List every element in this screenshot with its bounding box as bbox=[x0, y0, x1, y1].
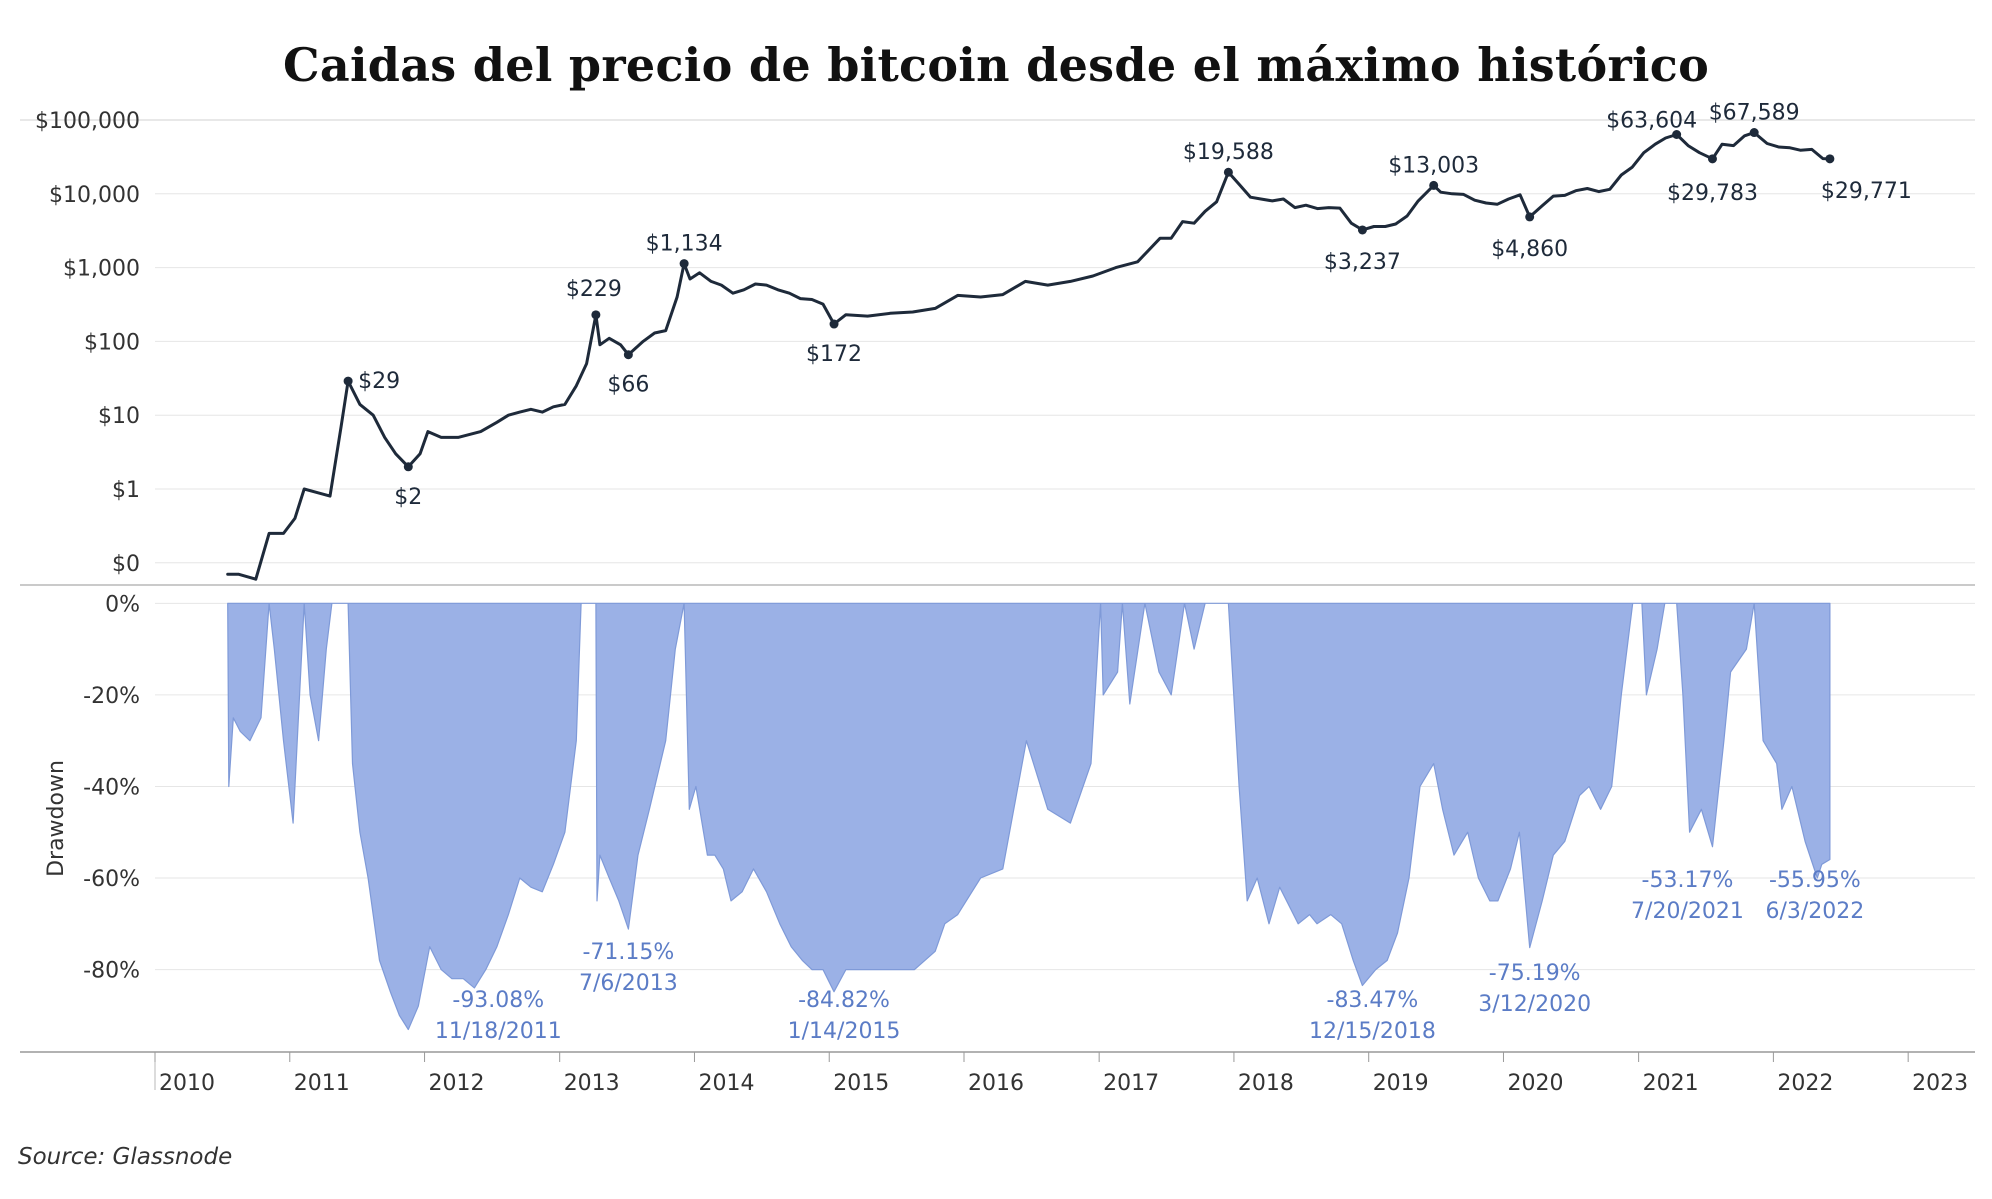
year-label: 2010 bbox=[159, 1071, 215, 1096]
price-annotation-marker bbox=[1672, 130, 1682, 140]
year-label: 2021 bbox=[1643, 1071, 1699, 1096]
drawdown-annotation-pct: -55.95% bbox=[1769, 868, 1861, 893]
price-annotation-label: $63,604 bbox=[1606, 109, 1697, 134]
price-annotation-label: $66 bbox=[607, 373, 649, 398]
price-annotation-marker bbox=[829, 319, 839, 329]
year-label: 2012 bbox=[429, 1071, 485, 1096]
drawdown-annotation-date: 3/12/2020 bbox=[1478, 992, 1591, 1017]
price-annotation-label: $229 bbox=[566, 277, 622, 302]
price-annotation-marker bbox=[1749, 128, 1759, 138]
source-note: Source: Glassnode bbox=[18, 1144, 233, 1170]
price-annotation-marker bbox=[1223, 167, 1233, 177]
price-line bbox=[226, 131, 1832, 581]
drawdown-annotation-pct: -84.82% bbox=[798, 988, 890, 1013]
drawdown-annotation-pct: -93.08% bbox=[452, 988, 544, 1013]
price-annotation-label: $19,588 bbox=[1183, 140, 1274, 165]
year-label: 2022 bbox=[1777, 1071, 1833, 1096]
price-annotation-label: $13,003 bbox=[1388, 153, 1479, 178]
year-label: 2015 bbox=[833, 1071, 889, 1096]
price-annotation-marker bbox=[1707, 154, 1717, 164]
price-line-layer bbox=[226, 128, 1835, 581]
price-tick-label: $1,000 bbox=[63, 257, 140, 282]
price-annotation-label: $29 bbox=[358, 369, 400, 394]
chart-title: Caidas del precio de bitcoin desde el má… bbox=[282, 38, 1710, 92]
price-annotation-label: $29,783 bbox=[1667, 181, 1758, 206]
price-annotation-marker bbox=[591, 310, 601, 320]
price-annotation-marker bbox=[679, 259, 689, 269]
drawdown-annotation-pct: -53.17% bbox=[1642, 868, 1734, 893]
price-annotation-label: $1,134 bbox=[646, 232, 723, 257]
price-annotation-label: $172 bbox=[806, 342, 862, 367]
year-label: 2019 bbox=[1373, 1071, 1429, 1096]
drawdown-annotation-pct: -71.15% bbox=[582, 940, 674, 965]
price-annotation-marker bbox=[343, 376, 353, 386]
drawdown-annotation-pct: -83.47% bbox=[1327, 988, 1419, 1013]
drawdown-annotation-date: 7/6/2013 bbox=[579, 971, 678, 996]
year-label: 2018 bbox=[1238, 1071, 1294, 1096]
price-annotation-label: $29,771 bbox=[1821, 179, 1912, 204]
drawdown-annotation-date: 12/15/2018 bbox=[1309, 1019, 1436, 1044]
price-annotation-label: $2 bbox=[394, 485, 422, 510]
price-annotation-marker bbox=[1357, 225, 1367, 235]
price-tick-label: $10 bbox=[98, 404, 140, 429]
price-annotation-marker bbox=[403, 462, 413, 472]
drawdown-tick-label: -60% bbox=[83, 867, 140, 892]
price-annotation-label: $3,237 bbox=[1324, 250, 1401, 275]
price-tick-label: $10,000 bbox=[49, 183, 140, 208]
price-annotation-marker bbox=[1429, 180, 1439, 190]
year-label: 2020 bbox=[1507, 1071, 1563, 1096]
price-tick-label: $100,000 bbox=[35, 109, 140, 134]
price-annotation-label: $4,860 bbox=[1491, 237, 1568, 262]
year-label: 2011 bbox=[294, 1071, 350, 1096]
year-label: 2013 bbox=[564, 1071, 620, 1096]
year-label: 2014 bbox=[698, 1071, 754, 1096]
price-annotation-label: $67,589 bbox=[1709, 101, 1800, 126]
year-label: 2017 bbox=[1103, 1071, 1159, 1096]
drawdown-tick-label: -20% bbox=[83, 684, 140, 709]
label-layer: $100,000 $10,000 $1,000 $100 $10 $1 $0 0% -20% -4… bbox=[35, 101, 1968, 1096]
drawdown-area-layer bbox=[227, 602, 1831, 1031]
price-annotation-marker bbox=[1525, 212, 1535, 222]
drawdown-tick-label: -80% bbox=[83, 959, 140, 984]
price-annotation-marker bbox=[623, 350, 633, 360]
drawdown-annotation-date: 7/20/2021 bbox=[1631, 899, 1744, 924]
frame-layer bbox=[20, 119, 1975, 1090]
price-tick-label: $100 bbox=[84, 330, 140, 355]
drawdown-annotation-date: 1/14/2015 bbox=[788, 1019, 901, 1044]
drawdown-axis-title: Drawdown bbox=[44, 760, 69, 877]
price-annotation-marker bbox=[1825, 154, 1835, 164]
price-tick-label: $0 bbox=[112, 552, 140, 577]
drawdown-annotation-date: 6/3/2022 bbox=[1765, 899, 1864, 924]
drawdown-annotation-date: 11/18/2011 bbox=[435, 1019, 562, 1044]
drawdown-tick-label: -40% bbox=[83, 775, 140, 800]
drawdown-area bbox=[227, 602, 1831, 1031]
year-label: 2016 bbox=[968, 1071, 1024, 1096]
drawdown-tick-label: 0% bbox=[105, 592, 140, 617]
year-label: 2023 bbox=[1912, 1071, 1968, 1096]
drawdown-annotation-pct: -75.19% bbox=[1489, 961, 1581, 986]
price-tick-label: $1 bbox=[112, 478, 140, 503]
